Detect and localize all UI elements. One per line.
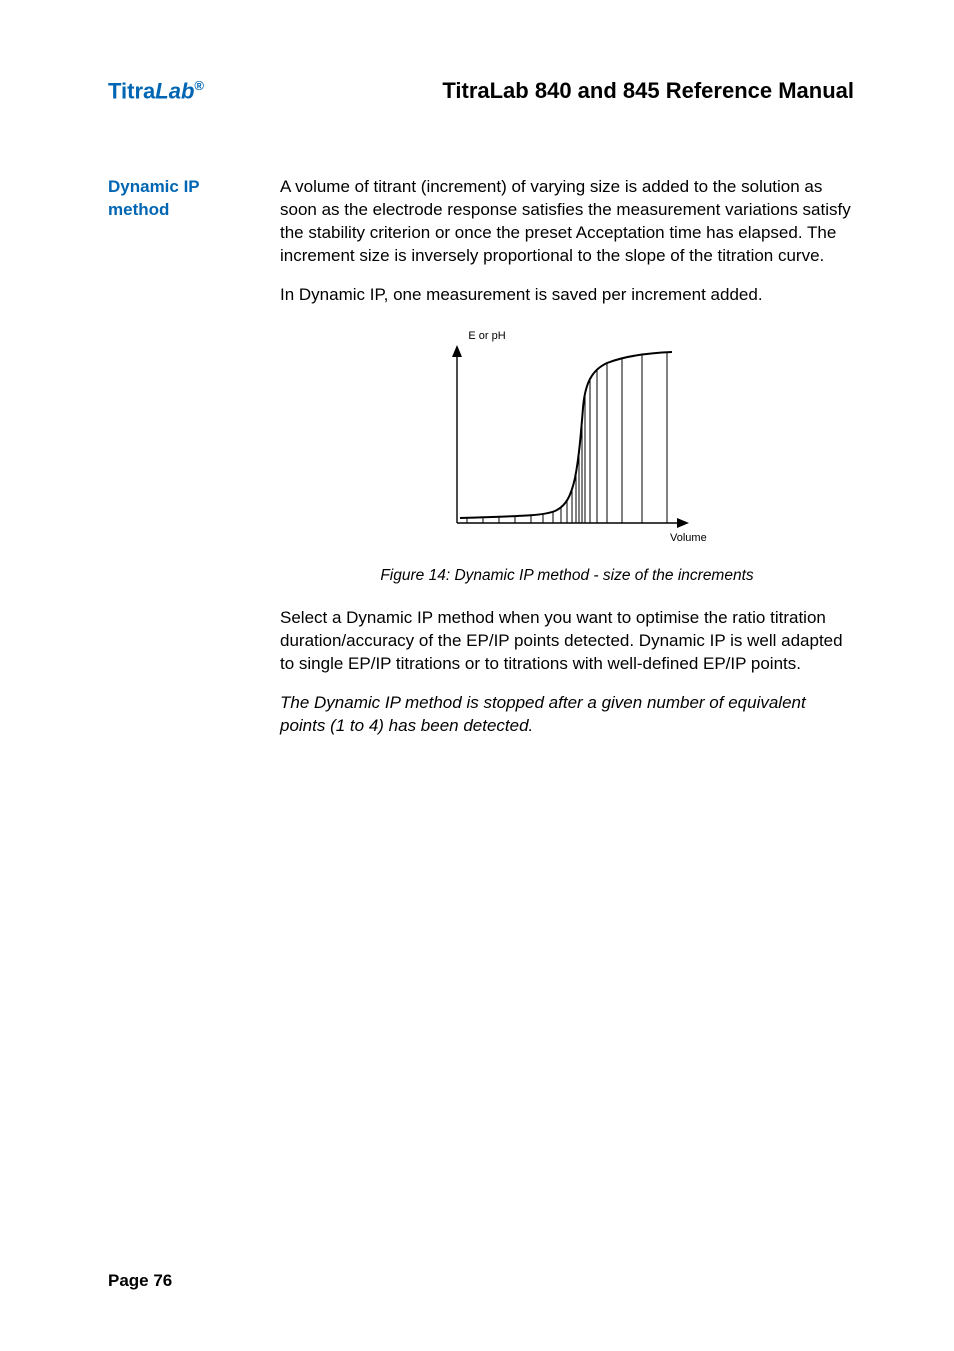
paragraph-1: A volume of titrant (increment) of varyi… xyxy=(280,176,854,268)
brand-logo: TitraLab® xyxy=(108,78,204,104)
paragraph-3: Select a Dynamic IP method when you want… xyxy=(280,607,854,676)
page: TitraLab® TitraLab 840 and 845 Reference… xyxy=(0,0,954,814)
document-title: TitraLab 840 and 845 Reference Manual xyxy=(442,78,854,104)
brand-reg: ® xyxy=(194,78,204,93)
brand-suffix: Lab xyxy=(155,78,194,103)
page-number: Page 76 xyxy=(108,1271,172,1291)
svg-text:E or pH: E or pH xyxy=(468,330,505,342)
svg-text:Volume: Volume xyxy=(670,532,707,544)
figure-14: E or pH Volume Figure 14: Dynamic IP meth… xyxy=(280,323,854,585)
paragraph-2: In Dynamic IP, one measurement is saved … xyxy=(280,284,854,307)
figure-caption: Figure 14: Dynamic IP method - size of t… xyxy=(280,567,854,585)
content-row: Dynamic IP method A volume of titrant (i… xyxy=(108,176,854,753)
section-side-heading: Dynamic IP method xyxy=(108,176,260,753)
dynamic-ip-chart: E or pH Volume xyxy=(427,323,707,553)
page-header: TitraLab® TitraLab 840 and 845 Reference… xyxy=(108,78,854,104)
brand-prefix: Titra xyxy=(108,78,155,103)
paragraph-4: The Dynamic IP method is stopped after a… xyxy=(280,692,854,738)
body-column: A volume of titrant (increment) of varyi… xyxy=(280,176,854,753)
